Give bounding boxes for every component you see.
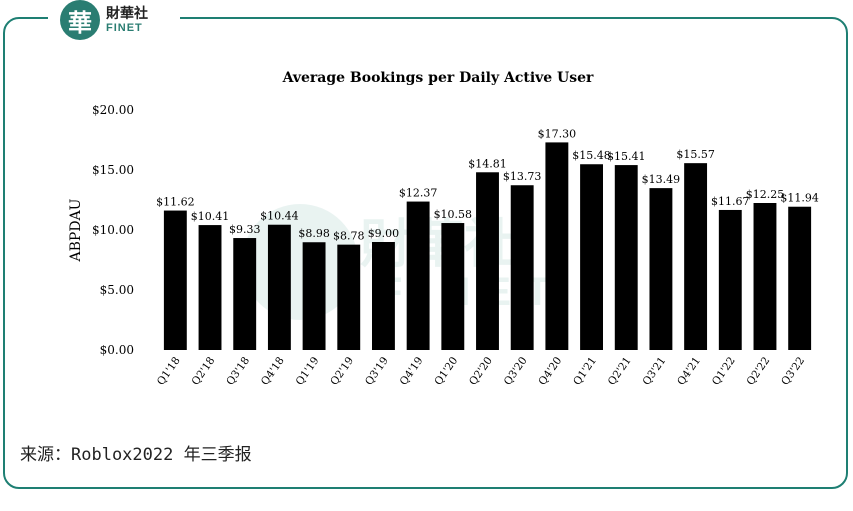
bar-value-label: $8.98 [298, 227, 330, 240]
bar-value-label: $13.73 [503, 170, 542, 183]
bar [302, 242, 326, 350]
bar [545, 142, 569, 350]
x-tick-label: Q1'21 [571, 355, 599, 388]
y-axis-label: ABPDAU [68, 198, 84, 262]
bar-value-label: $13.49 [642, 173, 681, 186]
bar-value-label: $15.48 [572, 149, 611, 162]
x-tick-label: Q2'21 [606, 355, 634, 388]
bar [441, 223, 465, 350]
bar-value-label: $14.81 [468, 157, 507, 170]
y-tick-label: $10.00 [92, 223, 134, 237]
bar [406, 201, 430, 350]
bar [337, 244, 361, 350]
chart-title: Average Bookings per Daily Active User [282, 70, 594, 86]
bar [372, 242, 395, 350]
card-frame [3, 17, 848, 489]
x-tick-label: Q3'18 [224, 355, 252, 388]
y-tick-label: $5.00 [100, 283, 134, 297]
bar-value-label: $11.62 [156, 196, 195, 209]
bar [753, 203, 777, 350]
bar [649, 188, 673, 350]
x-tick-label: Q4'20 [536, 355, 564, 388]
bar [614, 165, 638, 350]
y-axis-ticks: $0.00 $5.00 $10.00 $15.00 $20.00 [92, 103, 134, 357]
x-tick-label: Q3'19 [363, 355, 391, 388]
source-note: 来源：Roblox2022 年三季报 [20, 445, 252, 465]
bar [163, 210, 187, 350]
x-tick-label: Q2'19 [328, 355, 356, 388]
bar [198, 225, 222, 350]
bar-value-label: $9.00 [368, 227, 400, 240]
bar-value-label: $9.33 [229, 223, 261, 236]
x-tick-label: Q1'18 [155, 355, 183, 388]
bar [510, 185, 534, 350]
bar-value-label: $12.25 [746, 188, 785, 201]
x-tick-label: Q4'21 [675, 355, 703, 388]
brand-logo: 華 財華社 FINET [48, 0, 180, 40]
x-tick-label: Q3'20 [502, 355, 530, 388]
x-tick-label: Q4'18 [259, 355, 287, 388]
y-tick-label: $0.00 [100, 343, 134, 357]
bar [233, 238, 257, 350]
bar-value-label: $8.78 [333, 230, 365, 243]
bar [718, 209, 742, 350]
bar-value-label: $11.67 [711, 195, 750, 208]
x-tick-label: Q2'22 [745, 355, 773, 388]
bar-value-label: $10.44 [260, 210, 299, 223]
bar-value-label: $12.37 [399, 187, 438, 200]
x-tick-label: Q4'19 [398, 355, 426, 388]
bar [476, 172, 499, 350]
brand-text: 財華社 FINET [106, 7, 148, 34]
y-tick-label: $20.00 [92, 103, 134, 117]
bar-value-label: $10.41 [191, 210, 230, 223]
brand-name-cn: 財華社 [106, 5, 148, 22]
y-tick-label: $15.00 [92, 163, 134, 177]
x-tick-label: Q2'18 [190, 355, 218, 388]
brand-badge-icon: 華 [60, 0, 100, 40]
bar-value-label: $15.41 [607, 150, 646, 163]
value-labels: $11.62$10.41$9.33$10.44 $8.98 $8.78 $9.00 $1… [156, 127, 819, 242]
watermark-subtext: FINET [378, 270, 564, 314]
x-tick-label: Q3'22 [779, 355, 807, 388]
brand-name-en: FINET [106, 21, 143, 34]
bar [267, 224, 291, 350]
x-tick-label: Q1'22 [710, 355, 738, 388]
bar-value-label: $11.94 [780, 192, 819, 205]
x-tick-label: Q3'21 [640, 355, 668, 388]
x-tick-label: Q1'19 [294, 355, 322, 388]
bar [580, 164, 603, 350]
bar-series [163, 142, 812, 350]
bar [788, 206, 812, 350]
bar-value-label: $10.58 [434, 208, 473, 221]
x-tick-label: Q2'20 [467, 355, 495, 388]
x-tick-label: Q1'20 [432, 355, 460, 388]
x-axis-ticks: Q1'18 Q2'18 Q3'18 Q4'18 Q1'19 Q2'19 Q3'19 Q4'19… [155, 355, 807, 388]
bar [684, 163, 708, 350]
bar-value-label: $17.30 [538, 127, 577, 140]
bar-value-label: $15.57 [676, 148, 715, 161]
